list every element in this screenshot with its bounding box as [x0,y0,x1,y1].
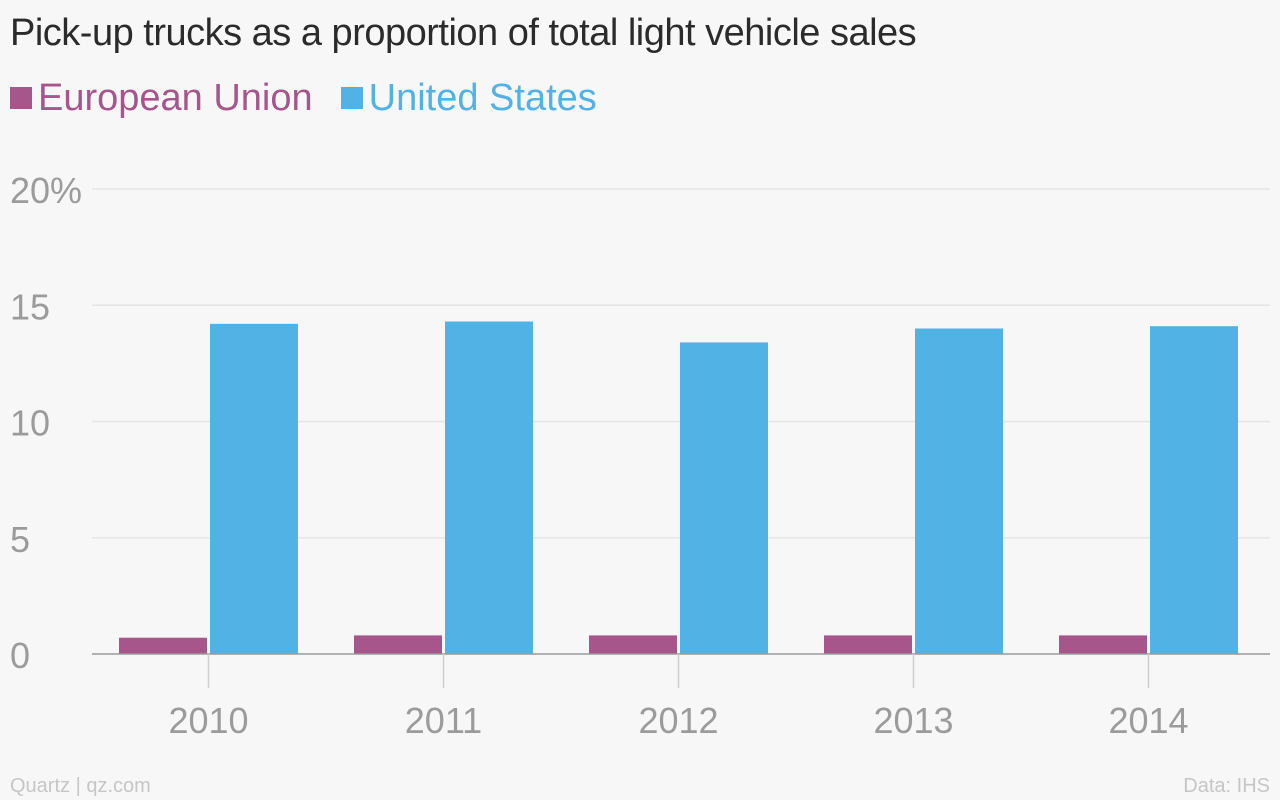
x-tick-label: 2014 [1108,700,1188,741]
x-tick-label: 2012 [638,700,718,741]
footer-credit: Quartz | qz.com [10,775,151,797]
y-tick-label: 5 [10,519,30,560]
x-tick-label: 2013 [873,700,953,741]
bar-european-union [354,635,442,654]
legend-item-european-union: European Union [10,77,313,120]
legend-label-european-union: European Union [38,76,313,119]
bar-united-states [915,328,1003,654]
legend: European Union United States [10,74,625,122]
bar-european-union [589,635,677,654]
legend-label-united-states: United States [368,76,597,119]
bar-european-union [119,637,207,654]
bar-united-states [1150,326,1238,654]
y-tick-label: 15 [10,286,50,327]
y-tick-label: 0 [10,635,30,676]
legend-item-united-states: United States [340,76,597,120]
bar-european-union [1059,635,1147,654]
bar-united-states [210,323,298,654]
chart-title: Pick-up trucks as a proportion of total … [10,12,917,54]
bar-european-union [824,635,912,654]
y-tick-label: 10 [10,403,50,444]
legend-swatch-european-union [10,87,32,109]
bar-united-states [445,321,533,654]
legend-swatch-united-states [340,87,363,109]
x-tick-label: 2010 [168,700,248,741]
bar-united-states [680,342,768,654]
y-tick-label: 20% [10,170,82,211]
footer-source: Data: IHS [1183,775,1270,797]
x-tick-label: 2011 [405,700,482,741]
